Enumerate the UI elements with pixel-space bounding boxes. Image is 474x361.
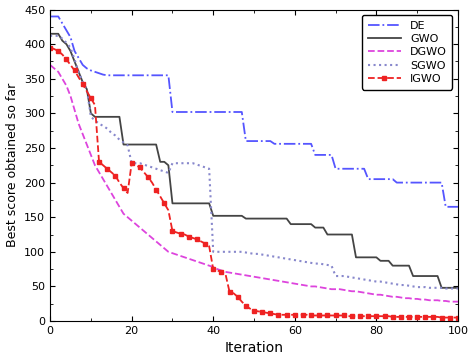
DGWO	[455, 300, 461, 304]
X-axis label: Iteration: Iteration	[225, 342, 283, 356]
GWO	[333, 232, 338, 237]
GWO	[353, 255, 359, 260]
IGWO	[76, 75, 82, 79]
SGWO	[235, 250, 240, 254]
SGWO	[455, 286, 461, 291]
GWO	[76, 70, 82, 74]
DGWO	[353, 289, 359, 293]
IGWO	[292, 313, 298, 317]
SGWO	[443, 286, 448, 291]
IGWO	[333, 313, 338, 318]
DE	[76, 56, 82, 60]
DGWO	[47, 63, 53, 67]
IGWO	[439, 316, 445, 320]
SGWO	[47, 34, 53, 38]
IGWO	[47, 45, 53, 50]
IGWO	[235, 295, 240, 299]
IGWO	[149, 180, 155, 185]
DGWO	[292, 282, 298, 286]
DE	[455, 205, 461, 209]
IGWO	[353, 314, 359, 318]
IGWO	[455, 316, 461, 320]
Line: DGWO: DGWO	[50, 65, 458, 302]
GWO	[439, 286, 445, 290]
DGWO	[76, 122, 82, 126]
GWO	[47, 32, 53, 36]
SGWO	[76, 70, 82, 74]
Legend: DE, GWO, DGWO, SGWO, IGWO: DE, GWO, DGWO, SGWO, IGWO	[362, 15, 452, 90]
DGWO	[235, 272, 240, 276]
Line: DE: DE	[50, 17, 458, 207]
DGWO	[149, 236, 155, 240]
DE	[443, 205, 448, 209]
DE	[149, 73, 155, 78]
DE	[353, 166, 359, 171]
SGWO	[333, 274, 338, 278]
GWO	[149, 142, 155, 147]
SGWO	[292, 258, 298, 262]
DGWO	[333, 287, 338, 291]
Y-axis label: Best score obtained so far: Best score obtained so far	[6, 83, 18, 247]
GWO	[292, 222, 298, 226]
Line: IGWO: IGWO	[48, 45, 460, 320]
Line: GWO: GWO	[50, 34, 458, 288]
SGWO	[353, 276, 359, 280]
SGWO	[149, 165, 155, 170]
DE	[333, 166, 338, 171]
GWO	[235, 214, 240, 218]
DE	[292, 142, 298, 146]
DE	[235, 110, 240, 114]
DE	[47, 14, 53, 19]
GWO	[455, 286, 461, 290]
DGWO	[447, 300, 453, 304]
Line: SGWO: SGWO	[50, 36, 458, 288]
